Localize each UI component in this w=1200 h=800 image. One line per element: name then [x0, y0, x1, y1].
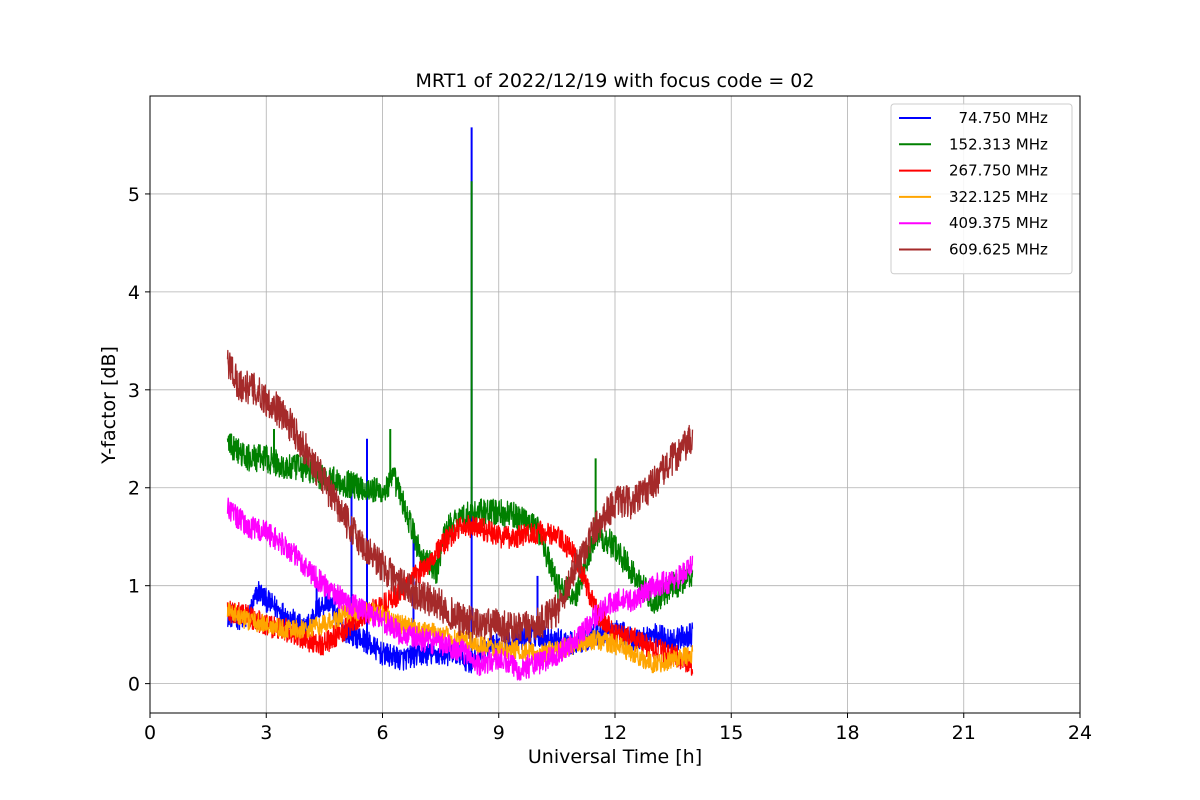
series-line — [226, 349, 694, 644]
y-axis-label: Y-factor [dB] — [98, 346, 120, 465]
x-tick-label: 0 — [144, 722, 156, 744]
x-tick-label: 15 — [719, 722, 743, 744]
legend-label: 409.375 MHz — [949, 214, 1048, 232]
chart-title: MRT1 of 2022/12/19 with focus code = 02 — [416, 70, 815, 92]
y-tick-label: 3 — [128, 380, 140, 402]
x-tick-label: 18 — [835, 722, 859, 744]
y-tick-label: 1 — [128, 576, 140, 598]
x-tick-label: 6 — [376, 722, 388, 744]
series-line — [226, 601, 694, 674]
y-tick-label: 2 — [128, 478, 140, 500]
legend-label: 152.313 MHz — [949, 135, 1048, 153]
series-line — [226, 514, 694, 676]
legend-label: 609.625 MHz — [949, 241, 1048, 259]
y-tick-label: 4 — [128, 282, 140, 304]
legend-label: 322.125 MHz — [949, 188, 1048, 206]
x-tick-label: 9 — [493, 722, 505, 744]
x-axis-label: Universal Time [h] — [528, 746, 702, 768]
y-tick-label: 0 — [128, 674, 140, 696]
y-tick-label: 5 — [128, 184, 140, 206]
legend-label: 267.750 MHz — [949, 162, 1048, 180]
legend-box — [890, 103, 1073, 275]
legend: 74.750 MHz 152.313 MHz 267.750 MHz 322.125 … — [890, 103, 1073, 275]
x-tick-label: 3 — [260, 722, 272, 744]
x-tick-label: 12 — [603, 722, 627, 744]
legend-label: 74.750 MHz — [949, 109, 1048, 127]
series-line — [226, 497, 694, 681]
plot-area — [226, 127, 694, 681]
x-tick-label: 21 — [952, 722, 976, 744]
x-tick-label: 24 — [1068, 722, 1092, 744]
